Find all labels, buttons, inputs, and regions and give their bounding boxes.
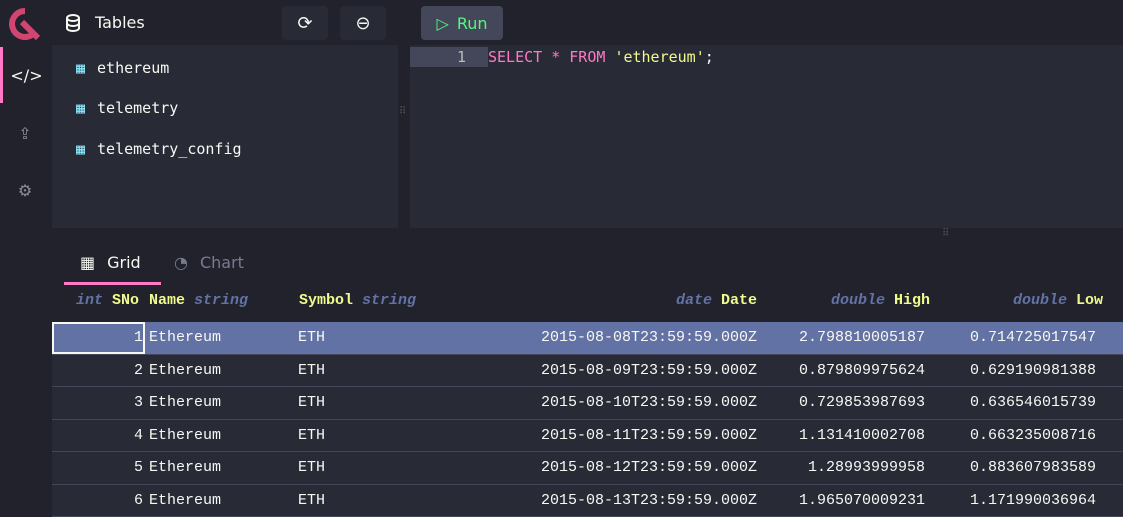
logo-icon	[8, 8, 42, 40]
horizontal-resize-handle[interactable]: ⠿	[942, 228, 949, 239]
cell-high[interactable]: 1.131410002708	[799, 420, 925, 452]
keyword: FROM	[569, 48, 605, 66]
cell-name[interactable]: Ethereum	[149, 420, 221, 452]
top-bar: Tables ⟳ ⊖	[50, 0, 1123, 45]
database-icon	[65, 14, 81, 32]
table-name: telemetry	[97, 99, 178, 117]
table-icon: ▦	[76, 59, 85, 77]
cell-low[interactable]: 1.171990036964	[970, 485, 1096, 517]
cell-symbol[interactable]: ETH	[298, 355, 325, 387]
keyword: SELECT	[488, 48, 542, 66]
column-header-high[interactable]: double High	[831, 285, 930, 319]
cell-date[interactable]: 2015-08-09T23:59:59.000Z	[541, 355, 757, 387]
tab-label: Chart	[200, 253, 244, 272]
table-name: telemetry_config	[97, 140, 242, 158]
table-name: ethereum	[97, 59, 169, 77]
cell-sno[interactable]: 2	[134, 355, 143, 387]
tables-panel: ▦ ethereum ▦ telemetry ▦ telemetry_config	[52, 45, 398, 228]
column-header-low[interactable]: double Low	[1013, 285, 1103, 319]
cell-low[interactable]: 0.663235008716	[970, 420, 1096, 452]
cell-name[interactable]: Ethereum	[149, 355, 221, 387]
arrow-left-circle-icon: ⊖	[355, 13, 370, 34]
cell-high[interactable]: 1.28993999958	[808, 452, 925, 484]
cell-sno[interactable]: 4	[134, 420, 143, 452]
column-header-date[interactable]: date Date	[676, 285, 757, 319]
tab-chart[interactable]: ◔ Chart	[174, 240, 244, 285]
table-item-ethereum[interactable]: ▦ ethereum	[76, 56, 169, 80]
cell-symbol[interactable]: ETH	[298, 420, 325, 452]
sql-editor[interactable]: 1 SELECT * FROM 'ethereum';	[410, 45, 1123, 228]
line-number: 1	[410, 47, 488, 67]
cell-date[interactable]: 2015-08-10T23:59:59.000Z	[541, 387, 757, 419]
cell-symbol[interactable]: ETH	[298, 452, 325, 484]
cell-sno[interactable]: 6	[134, 485, 143, 517]
sidebar-item-editor[interactable]: </>	[0, 47, 50, 103]
cell-low[interactable]: 0.714725017547	[970, 322, 1096, 354]
sidebar: </> ⇪ ⚙	[0, 0, 50, 515]
results-grid: int SNo Name string Symbol string date D…	[52, 285, 1123, 515]
semicolon: ;	[705, 48, 714, 66]
pie-chart-icon: ◔	[174, 253, 188, 272]
cell-name[interactable]: Ethereum	[149, 322, 221, 354]
string-literal: 'ethereum'	[614, 48, 704, 66]
code-icon: </>	[10, 66, 42, 85]
cell-date[interactable]: 2015-08-12T23:59:59.000Z	[541, 452, 757, 484]
cell-name[interactable]: Ethereum	[149, 387, 221, 419]
operator: *	[551, 48, 560, 66]
tab-label: Grid	[107, 253, 141, 272]
cell-low[interactable]: 0.629190981388	[970, 355, 1096, 387]
grid-icon: ▦	[80, 253, 95, 272]
table-item-telemetry[interactable]: ▦ telemetry	[76, 96, 178, 120]
focused-cell-outline	[52, 322, 145, 354]
cell-symbol[interactable]: ETH	[298, 322, 325, 354]
tab-grid[interactable]: ▦ Grid	[80, 240, 141, 285]
upload-icon: ⇪	[18, 124, 31, 143]
results-tabs: ▦ Grid ◔ Chart	[52, 240, 1123, 285]
cell-date[interactable]: 2015-08-08T23:59:59.000Z	[541, 322, 757, 354]
column-header-symbol[interactable]: Symbol string	[299, 285, 416, 319]
cell-sno[interactable]: 5	[134, 452, 143, 484]
cell-high[interactable]: 1.965070009231	[799, 485, 925, 517]
gear-icon: ⚙	[18, 181, 32, 200]
back-button[interactable]: ⊖	[340, 6, 386, 40]
refresh-button[interactable]: ⟳	[282, 6, 328, 40]
cell-low[interactable]: 0.883607983589	[970, 452, 1096, 484]
sidebar-item-import[interactable]: ⇪	[0, 105, 50, 161]
column-header-sno[interactable]: int SNo	[76, 285, 139, 319]
cell-low[interactable]: 0.636546015739	[970, 387, 1096, 419]
refresh-icon: ⟳	[297, 13, 312, 34]
cell-high[interactable]: 2.798810005187	[799, 322, 925, 354]
vertical-resize-handle[interactable]: ⠿	[399, 106, 406, 117]
run-button[interactable]: ▷ Run	[421, 6, 503, 40]
panel-title: Tables	[95, 13, 145, 32]
cell-date[interactable]: 2015-08-11T23:59:59.000Z	[541, 420, 757, 452]
cell-high[interactable]: 0.729853987693	[799, 387, 925, 419]
sidebar-item-settings[interactable]: ⚙	[0, 162, 50, 218]
cell-name[interactable]: Ethereum	[149, 452, 221, 484]
code-line[interactable]: SELECT * FROM 'ethereum';	[488, 47, 714, 67]
column-header-name[interactable]: Name string	[149, 285, 248, 319]
cell-high[interactable]: 0.879809975624	[799, 355, 925, 387]
table-icon: ▦	[76, 140, 85, 158]
cell-date[interactable]: 2015-08-13T23:59:59.000Z	[541, 485, 757, 517]
table-item-telemetry-config[interactable]: ▦ telemetry_config	[76, 137, 242, 161]
table-icon: ▦	[76, 99, 85, 117]
cell-symbol[interactable]: ETH	[298, 485, 325, 517]
cell-symbol[interactable]: ETH	[298, 387, 325, 419]
run-label: Run	[457, 14, 488, 33]
cell-sno[interactable]: 3	[134, 387, 143, 419]
cell-name[interactable]: Ethereum	[149, 485, 221, 517]
play-icon: ▷	[437, 14, 449, 33]
cell-sno[interactable]: 1	[134, 322, 143, 354]
